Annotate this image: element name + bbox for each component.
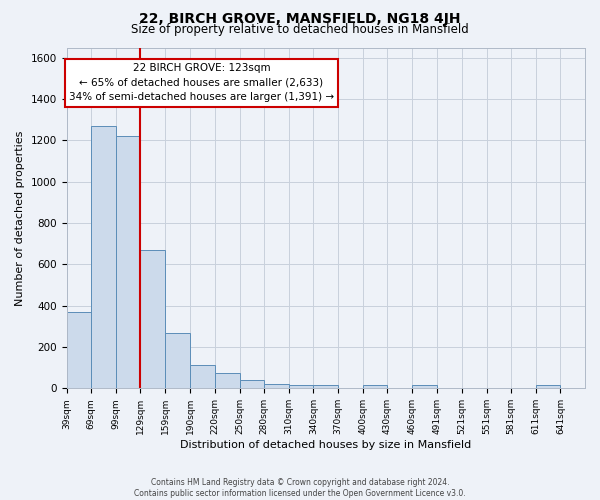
- Y-axis label: Number of detached properties: Number of detached properties: [15, 130, 25, 306]
- Bar: [239, 380, 264, 388]
- Bar: [412, 385, 437, 388]
- Bar: [91, 126, 116, 388]
- Bar: [190, 364, 215, 388]
- Text: Size of property relative to detached houses in Mansfield: Size of property relative to detached ho…: [131, 22, 469, 36]
- Text: 22, BIRCH GROVE, MANSFIELD, NG18 4JH: 22, BIRCH GROVE, MANSFIELD, NG18 4JH: [139, 12, 461, 26]
- Bar: [215, 373, 239, 388]
- Bar: [313, 385, 338, 388]
- Bar: [67, 312, 91, 388]
- Text: 22 BIRCH GROVE: 123sqm
← 65% of detached houses are smaller (2,633)
34% of semi-: 22 BIRCH GROVE: 123sqm ← 65% of detached…: [69, 63, 334, 102]
- Bar: [536, 385, 560, 388]
- Bar: [116, 136, 140, 388]
- X-axis label: Distribution of detached houses by size in Mansfield: Distribution of detached houses by size …: [180, 440, 472, 450]
- Bar: [165, 332, 190, 388]
- Bar: [362, 385, 387, 388]
- Text: Contains HM Land Registry data © Crown copyright and database right 2024.
Contai: Contains HM Land Registry data © Crown c…: [134, 478, 466, 498]
- Bar: [140, 250, 165, 388]
- Bar: [289, 385, 313, 388]
- Bar: [264, 384, 289, 388]
